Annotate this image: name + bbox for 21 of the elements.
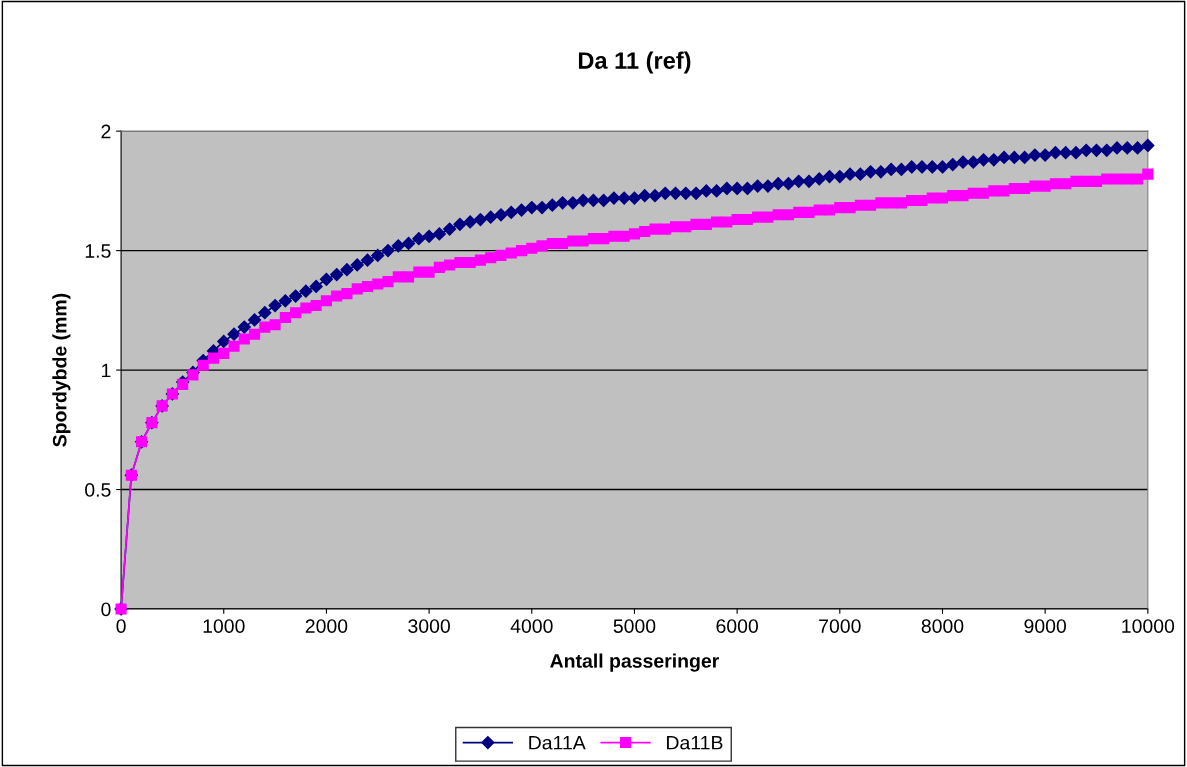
y-tick-label: 2 <box>101 124 111 139</box>
x-tick-label: 0 <box>116 619 126 633</box>
legend-label: Da11B <box>667 735 723 750</box>
y-tick-label: 0 <box>101 602 111 617</box>
chart-title: Da 11 (ref) <box>578 51 691 74</box>
x-axis-title: Antall passeringer <box>550 653 719 672</box>
x-tick-label: 6000 <box>716 619 758 633</box>
x-tick-label: 3000 <box>408 619 450 633</box>
x-tick-label: 2000 <box>305 619 348 633</box>
x-tick-label: 4000 <box>510 619 553 633</box>
x-tick-label: 10000 <box>1122 619 1175 633</box>
y-tick-label: 1 <box>102 363 111 378</box>
x-tick-label: 7000 <box>819 619 861 633</box>
y-tick-label: 1.5 <box>85 244 111 258</box>
x-tick-label: 5000 <box>613 619 656 633</box>
x-tick-label: 9000 <box>1024 619 1067 633</box>
legend-label: Da11A <box>529 735 586 750</box>
y-axis-title: Spordybde (mm) <box>52 293 71 447</box>
y-tick-label: 0.5 <box>85 483 111 497</box>
x-tick-label: 8000 <box>921 619 964 633</box>
x-tick-label: 1000 <box>203 619 245 633</box>
